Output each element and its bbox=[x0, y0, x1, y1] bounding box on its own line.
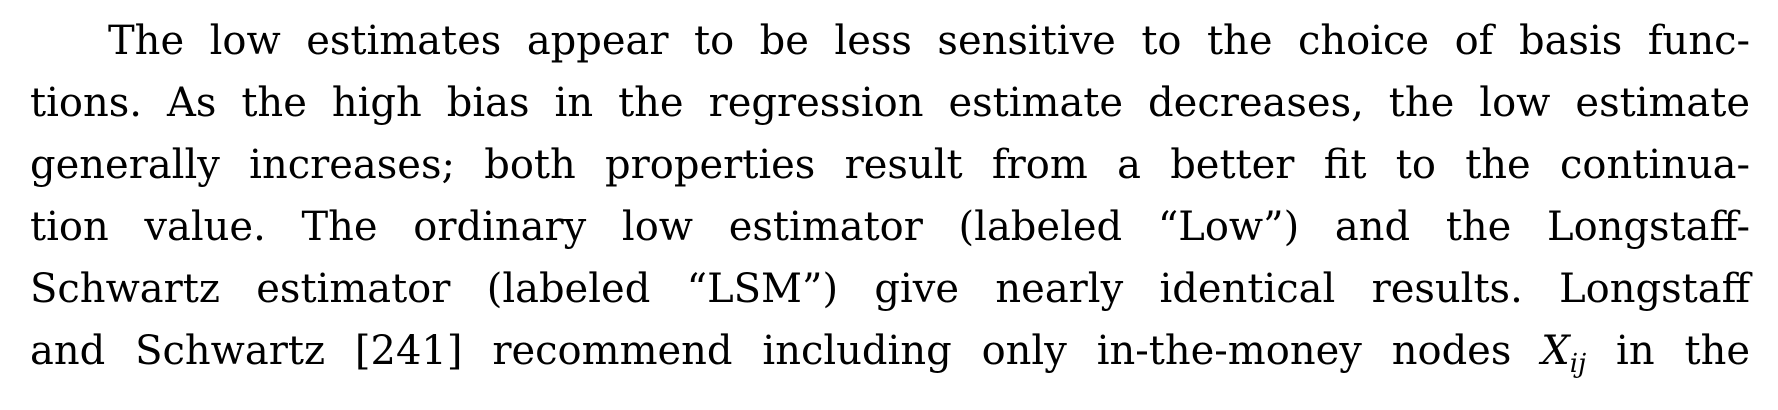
text-line-6-before: and Schwartz [241] recommend including o… bbox=[30, 328, 1512, 374]
body-paragraph: The low estimates appear to be less sens… bbox=[30, 10, 1750, 382]
text-line-1: The low estimates appear to be less sens… bbox=[108, 18, 1750, 64]
text-line-5: Schwartz estimator (labeled “LSM”) give … bbox=[30, 266, 1750, 312]
text-line-6: and Schwartz [241] recommend including o… bbox=[30, 320, 1750, 382]
math-variable: Xij bbox=[1541, 328, 1586, 377]
text-line-4: tion value. The ordinary low estimator (… bbox=[30, 204, 1750, 250]
text-line-2: tions. As the high bias in the regressio… bbox=[30, 80, 1750, 126]
math-variable-subscript: ij bbox=[1569, 349, 1587, 379]
text-line-6-after: in the bbox=[1616, 328, 1750, 374]
math-variable-base: X bbox=[1541, 328, 1570, 374]
text-line-3: generally increases; both properties res… bbox=[30, 142, 1750, 188]
paper-page: The low estimates appear to be less sens… bbox=[30, 10, 1750, 382]
